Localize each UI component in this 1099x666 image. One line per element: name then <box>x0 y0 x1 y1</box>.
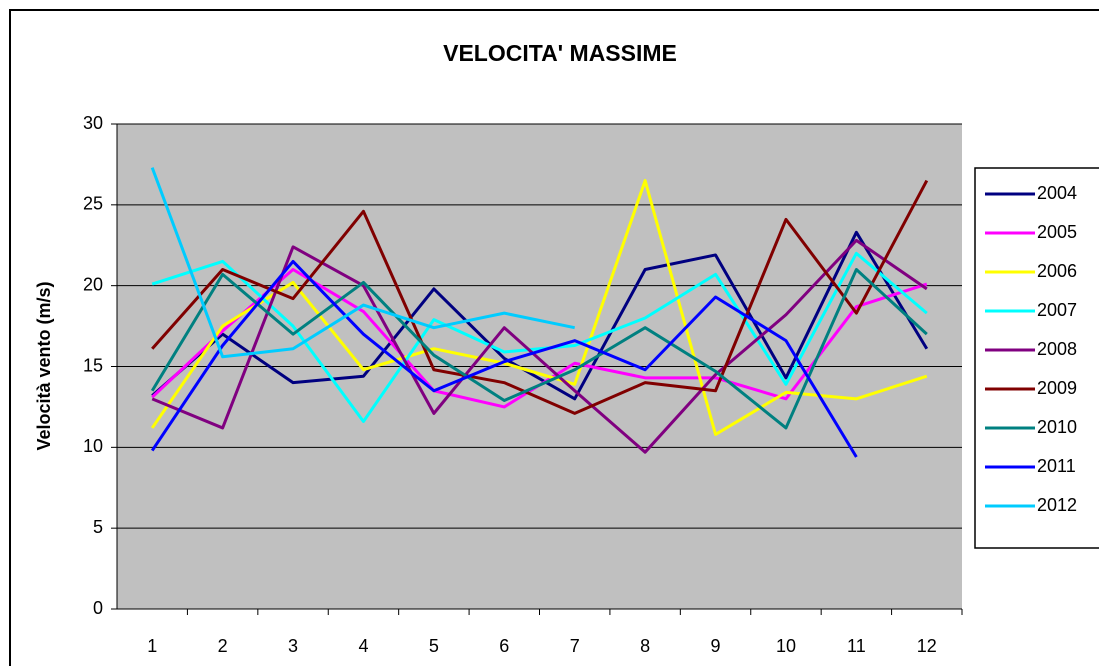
legend <box>974 167 1099 549</box>
legend-label: 2005 <box>1037 222 1077 242</box>
x-tick-label: 9 <box>711 636 721 656</box>
y-tick-label: 5 <box>93 517 103 537</box>
legend-label: 2012 <box>1037 495 1077 515</box>
legend-label: 2004 <box>1037 183 1077 203</box>
x-tick-label: 8 <box>640 636 650 656</box>
x-tick-label: 1 <box>147 636 157 656</box>
series-line <box>151 179 929 415</box>
chart-title: VELOCITA' MASSIME <box>443 40 677 66</box>
series-line <box>150 179 928 436</box>
y-tick-label: 15 <box>83 355 103 375</box>
series-line <box>150 167 576 359</box>
y-tick-label: 30 <box>83 113 103 133</box>
legend-label: 2007 <box>1037 300 1077 320</box>
x-tick-label: 6 <box>499 636 509 656</box>
series-line <box>150 259 858 458</box>
y-tick-label: 20 <box>83 274 103 294</box>
series-line <box>151 230 929 401</box>
y-tick-label: 0 <box>93 598 103 618</box>
series-line <box>150 268 928 430</box>
y-tick-label: 25 <box>83 194 103 214</box>
x-tick-label: 2 <box>218 636 228 656</box>
x-tick-label: 3 <box>288 636 298 656</box>
legend-label: 2010 <box>1037 417 1077 437</box>
legend-label: 2008 <box>1037 339 1077 359</box>
legend-label: 2009 <box>1037 378 1077 398</box>
y-tick-label: 10 <box>83 436 103 456</box>
legend-label: 2011 <box>1037 456 1076 476</box>
y-axis-label: Velocità vento (m/s) <box>34 281 54 450</box>
x-tick-label: 7 <box>570 636 580 656</box>
x-tick-label: 5 <box>429 636 439 656</box>
legend-label: 2006 <box>1037 261 1077 281</box>
x-tick-label: 4 <box>358 636 368 656</box>
x-tick-label: 10 <box>776 636 796 656</box>
x-tick-label: 11 <box>847 636 866 656</box>
x-tick-label: 12 <box>917 636 937 656</box>
